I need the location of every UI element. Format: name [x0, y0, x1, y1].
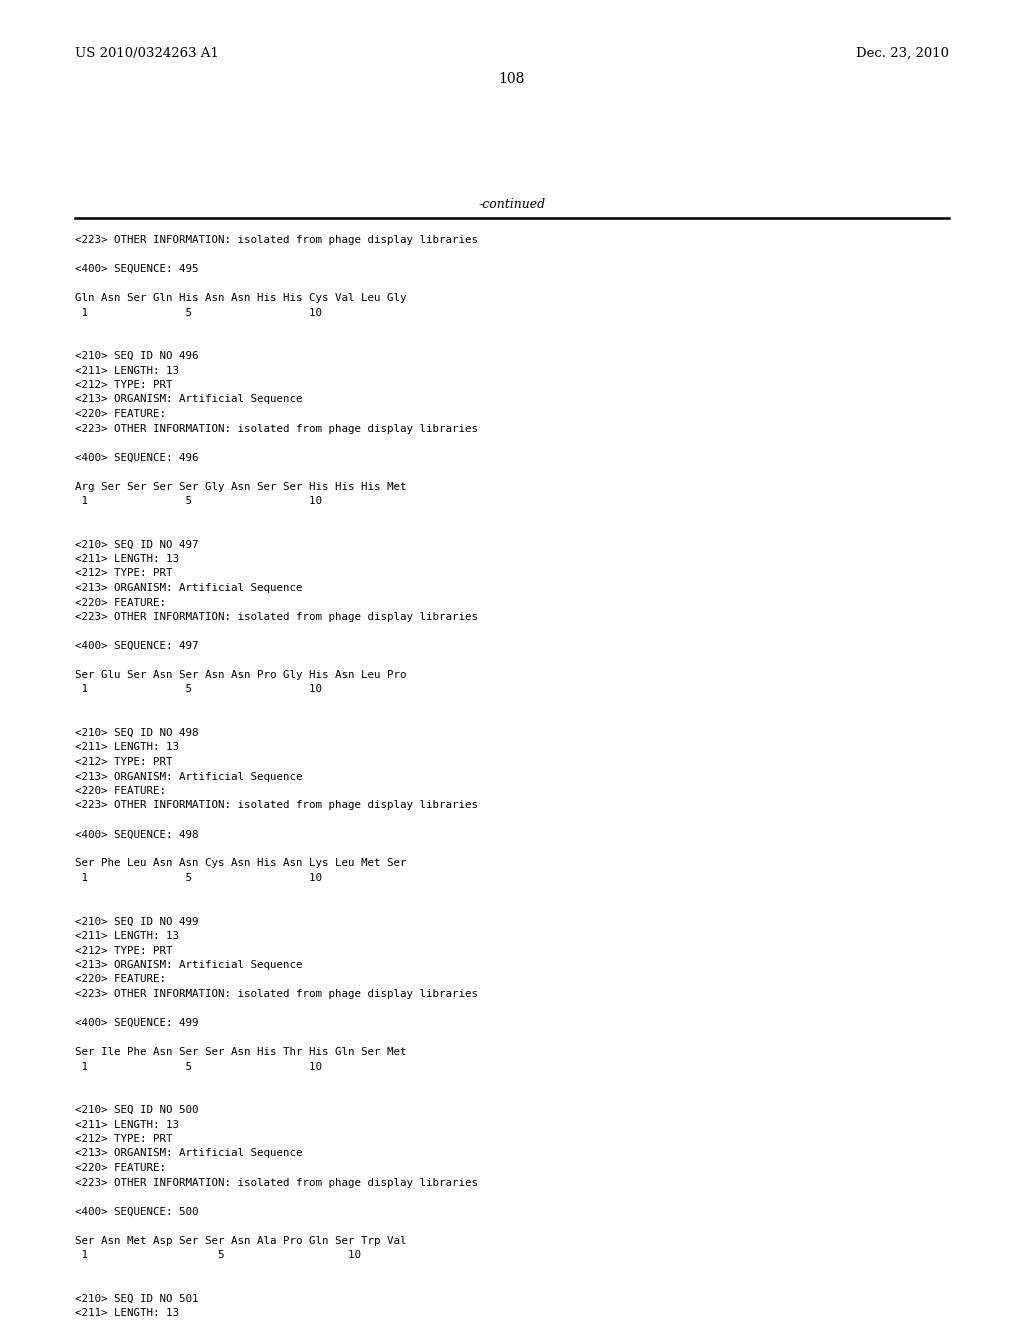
Text: <223> OTHER INFORMATION: isolated from phage display libraries: <223> OTHER INFORMATION: isolated from p… [75, 989, 478, 999]
Text: <220> FEATURE:: <220> FEATURE: [75, 974, 166, 985]
Text: Ser Ile Phe Asn Ser Ser Asn His Thr His Gln Ser Met: Ser Ile Phe Asn Ser Ser Asn His Thr His … [75, 1047, 407, 1057]
Text: <400> SEQUENCE: 496: <400> SEQUENCE: 496 [75, 453, 199, 462]
Text: 1               5                  10: 1 5 10 [75, 873, 322, 883]
Text: <223> OTHER INFORMATION: isolated from phage display libraries: <223> OTHER INFORMATION: isolated from p… [75, 1177, 478, 1188]
Text: <400> SEQUENCE: 498: <400> SEQUENCE: 498 [75, 829, 199, 840]
Text: <220> FEATURE:: <220> FEATURE: [75, 1163, 166, 1173]
Text: Arg Ser Ser Ser Ser Gly Asn Ser Ser His His His Met: Arg Ser Ser Ser Ser Gly Asn Ser Ser His … [75, 482, 407, 491]
Text: 1               5                  10: 1 5 10 [75, 308, 322, 318]
Text: 1               5                  10: 1 5 10 [75, 496, 322, 506]
Text: <211> LENGTH: 13: <211> LENGTH: 13 [75, 742, 179, 752]
Text: <213> ORGANISM: Artificial Sequence: <213> ORGANISM: Artificial Sequence [75, 960, 302, 970]
Text: <213> ORGANISM: Artificial Sequence: <213> ORGANISM: Artificial Sequence [75, 395, 302, 404]
Text: <212> TYPE: PRT: <212> TYPE: PRT [75, 569, 172, 578]
Text: <213> ORGANISM: Artificial Sequence: <213> ORGANISM: Artificial Sequence [75, 771, 302, 781]
Text: <211> LENGTH: 13: <211> LENGTH: 13 [75, 1119, 179, 1130]
Text: Ser Asn Met Asp Ser Ser Asn Ala Pro Gln Ser Trp Val: Ser Asn Met Asp Ser Ser Asn Ala Pro Gln … [75, 1236, 407, 1246]
Text: <220> FEATURE:: <220> FEATURE: [75, 409, 166, 418]
Text: <211> LENGTH: 13: <211> LENGTH: 13 [75, 1308, 179, 1317]
Text: <210> SEQ ID NO 500: <210> SEQ ID NO 500 [75, 1105, 199, 1115]
Text: 108: 108 [499, 73, 525, 86]
Text: <213> ORGANISM: Artificial Sequence: <213> ORGANISM: Artificial Sequence [75, 1148, 302, 1159]
Text: <210> SEQ ID NO 497: <210> SEQ ID NO 497 [75, 540, 199, 549]
Text: <212> TYPE: PRT: <212> TYPE: PRT [75, 756, 172, 767]
Text: Ser Glu Ser Asn Ser Asn Asn Pro Gly His Asn Leu Pro: Ser Glu Ser Asn Ser Asn Asn Pro Gly His … [75, 671, 407, 680]
Text: <220> FEATURE:: <220> FEATURE: [75, 598, 166, 607]
Text: <223> OTHER INFORMATION: isolated from phage display libraries: <223> OTHER INFORMATION: isolated from p… [75, 235, 478, 246]
Text: <212> TYPE: PRT: <212> TYPE: PRT [75, 945, 172, 956]
Text: <211> LENGTH: 13: <211> LENGTH: 13 [75, 554, 179, 564]
Text: <210> SEQ ID NO 501: <210> SEQ ID NO 501 [75, 1294, 199, 1304]
Text: <400> SEQUENCE: 500: <400> SEQUENCE: 500 [75, 1206, 199, 1217]
Text: <212> TYPE: PRT: <212> TYPE: PRT [75, 1134, 172, 1144]
Text: 1               5                  10: 1 5 10 [75, 685, 322, 694]
Text: -continued: -continued [478, 198, 546, 211]
Text: 1               5                  10: 1 5 10 [75, 1061, 322, 1072]
Text: <223> OTHER INFORMATION: isolated from phage display libraries: <223> OTHER INFORMATION: isolated from p… [75, 800, 478, 810]
Text: Dec. 23, 2010: Dec. 23, 2010 [856, 48, 949, 59]
Text: <213> ORGANISM: Artificial Sequence: <213> ORGANISM: Artificial Sequence [75, 583, 302, 593]
Text: 1                    5                   10: 1 5 10 [75, 1250, 361, 1261]
Text: <210> SEQ ID NO 496: <210> SEQ ID NO 496 [75, 351, 199, 360]
Text: <400> SEQUENCE: 499: <400> SEQUENCE: 499 [75, 1018, 199, 1028]
Text: <220> FEATURE:: <220> FEATURE: [75, 785, 166, 796]
Text: Ser Phe Leu Asn Asn Cys Asn His Asn Lys Leu Met Ser: Ser Phe Leu Asn Asn Cys Asn His Asn Lys … [75, 858, 407, 869]
Text: <223> OTHER INFORMATION: isolated from phage display libraries: <223> OTHER INFORMATION: isolated from p… [75, 612, 478, 622]
Text: Gln Asn Ser Gln His Asn Asn His His Cys Val Leu Gly: Gln Asn Ser Gln His Asn Asn His His Cys … [75, 293, 407, 304]
Text: <211> LENGTH: 13: <211> LENGTH: 13 [75, 366, 179, 375]
Text: <210> SEQ ID NO 499: <210> SEQ ID NO 499 [75, 916, 199, 927]
Text: <400> SEQUENCE: 495: <400> SEQUENCE: 495 [75, 264, 199, 275]
Text: <223> OTHER INFORMATION: isolated from phage display libraries: <223> OTHER INFORMATION: isolated from p… [75, 424, 478, 433]
Text: US 2010/0324263 A1: US 2010/0324263 A1 [75, 48, 219, 59]
Text: <211> LENGTH: 13: <211> LENGTH: 13 [75, 931, 179, 941]
Text: <400> SEQUENCE: 497: <400> SEQUENCE: 497 [75, 642, 199, 651]
Text: <210> SEQ ID NO 498: <210> SEQ ID NO 498 [75, 729, 199, 738]
Text: <212> TYPE: PRT: <212> TYPE: PRT [75, 380, 172, 389]
